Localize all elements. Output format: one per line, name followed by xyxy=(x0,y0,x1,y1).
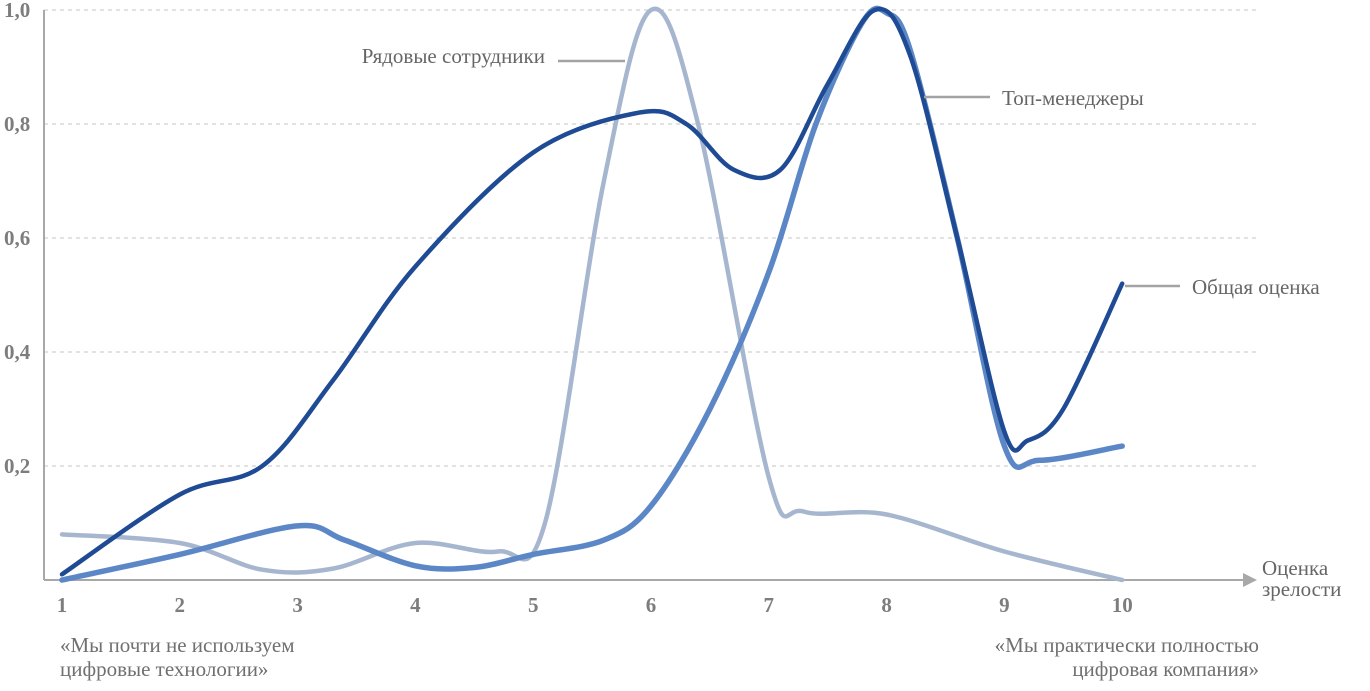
x-axis-arrowhead xyxy=(1243,573,1257,587)
y-tick-label: 0,6 xyxy=(4,226,30,250)
y-tick-label: 0,2 xyxy=(4,454,30,478)
staff-series-line xyxy=(59,6,1125,583)
x-tick-label: 9 xyxy=(999,593,1010,617)
top-managers-series-line xyxy=(59,5,1125,583)
y-tick-label: 1,0 xyxy=(4,0,30,22)
left-note-line-2: цифровые технологии» xyxy=(60,657,268,681)
x-tick-labels: 1 2 3 4 5 6 7 8 9 10 xyxy=(57,593,1133,617)
x-tick-label: 3 xyxy=(292,593,303,617)
y-tick-labels: 0,2 0,4 0,6 0,8 1,0 xyxy=(4,0,31,478)
x-tick-label: 8 xyxy=(881,593,892,617)
x-axis-title-line-2: зрелости xyxy=(1262,577,1341,601)
staff-series-label: Рядовые сотрудники xyxy=(362,44,545,68)
x-tick-label: 10 xyxy=(1112,593,1133,617)
overall-series-line xyxy=(59,6,1125,577)
x-tick-label: 4 xyxy=(410,593,421,617)
overall-series-label: Общая оценка xyxy=(1192,275,1320,299)
y-tick-label: 0,8 xyxy=(4,112,30,136)
series-lines xyxy=(59,5,1125,583)
x-tick-label: 1 xyxy=(57,593,68,617)
top-managers-series-label: Топ-менеджеры xyxy=(1002,86,1144,110)
left-note-line-1: «Мы почти не используем xyxy=(60,633,295,657)
right-note-line-2: цифровая компания» xyxy=(1072,657,1259,681)
x-tick-label: 7 xyxy=(764,593,775,617)
x-tick-label: 2 xyxy=(175,593,186,617)
y-tick-label: 0,4 xyxy=(4,340,31,364)
x-tick-label: 5 xyxy=(528,593,539,617)
x-tick-label: 6 xyxy=(646,593,657,617)
right-note-line-1: «Мы практически полностью xyxy=(995,633,1259,657)
x-axis-title-line-1: Оценка xyxy=(1262,556,1329,580)
series-labels: Рядовые сотрудники Топ-менеджеры Общая оце… xyxy=(362,44,1321,299)
gridlines xyxy=(44,9,1258,467)
axes xyxy=(43,10,1257,587)
